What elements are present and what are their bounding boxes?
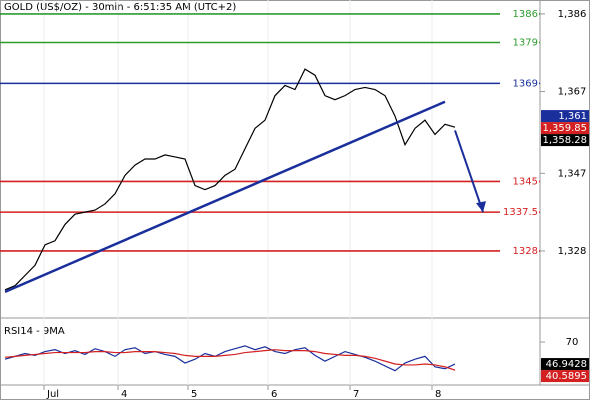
level-label-bg bbox=[500, 244, 539, 257]
x-tick-label: 4 bbox=[121, 389, 127, 400]
chart-title: GOLD (US$/OZ) - 30min - 6:51:35 AM (UTC+… bbox=[4, 2, 236, 13]
level-label-bg bbox=[500, 36, 539, 49]
series-line bbox=[4, 345, 456, 372]
price-tag bbox=[541, 110, 589, 123]
level-label-bg bbox=[500, 206, 539, 219]
level-label: 1386 bbox=[513, 9, 538, 20]
price-tag bbox=[541, 370, 589, 383]
arrow-head bbox=[476, 201, 486, 213]
level-label: 1369 bbox=[513, 78, 538, 89]
y-tick-label: 1,347 bbox=[558, 168, 587, 179]
price-tag-label: 1,359.85 bbox=[542, 123, 587, 134]
level-label: 1345 bbox=[513, 176, 538, 187]
price-tag bbox=[541, 122, 589, 135]
series-line bbox=[4, 68, 456, 291]
forecast-arrow bbox=[454, 130, 484, 213]
level-label-bg bbox=[500, 7, 539, 20]
trendline bbox=[4, 100, 446, 293]
price-tag bbox=[541, 358, 589, 371]
price-tag-label: 40.5895 bbox=[546, 371, 587, 382]
x-tick-label: 5 bbox=[191, 389, 197, 400]
y-tick-label: 1,328 bbox=[558, 246, 587, 257]
x-tick-label: Jul bbox=[46, 389, 59, 400]
x-tick-label: 7 bbox=[353, 389, 359, 400]
level-label-bg bbox=[500, 77, 539, 90]
series-line bbox=[4, 349, 456, 371]
y-tick-label: 70 bbox=[566, 337, 579, 348]
level-label: 1328 bbox=[513, 246, 538, 257]
x-tick-label: 8 bbox=[435, 389, 441, 400]
level-label: 1337.5 bbox=[503, 207, 538, 218]
y-tick-label: 1,367 bbox=[558, 87, 587, 98]
rsi-title: RSI14 - 9MA bbox=[4, 326, 65, 337]
level-label-bg bbox=[500, 175, 539, 188]
price-tag bbox=[541, 134, 589, 147]
level-label: 1379 bbox=[513, 38, 538, 49]
price-tag-label: 46.9428 bbox=[546, 359, 587, 370]
price-tag-label: 1,358.28 bbox=[542, 135, 587, 146]
y-tick-label: 1,386 bbox=[558, 9, 587, 20]
x-tick-label: 6 bbox=[271, 389, 277, 400]
price-tag-label: 1,361 bbox=[558, 111, 587, 122]
